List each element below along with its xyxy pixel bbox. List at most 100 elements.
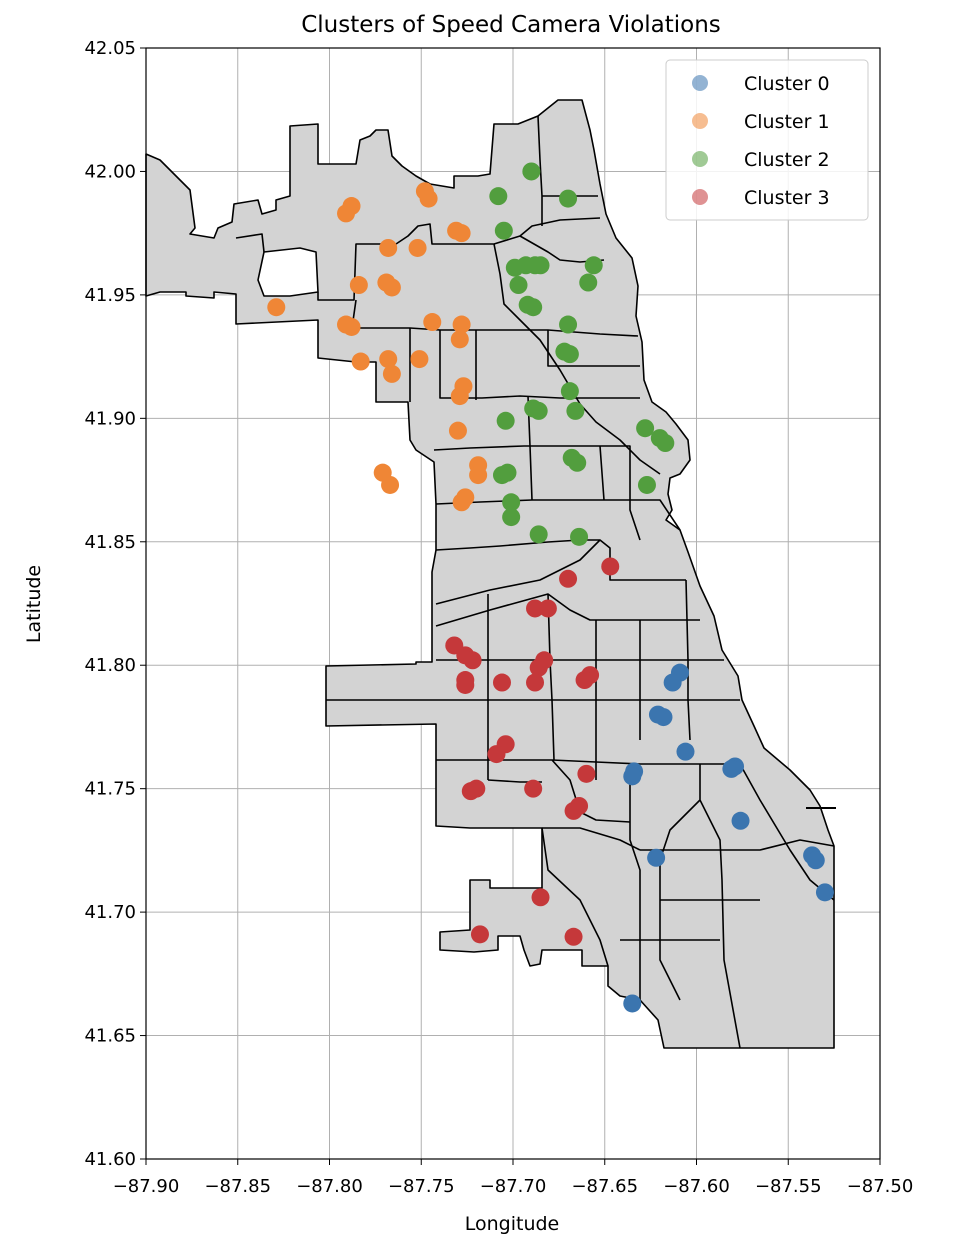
- data-point: [489, 187, 508, 206]
- data-point: [526, 599, 545, 618]
- data-point: [448, 421, 467, 440]
- data-point: [559, 315, 578, 334]
- x-tick-label: −87.60: [663, 1176, 730, 1197]
- legend-label: Cluster 3: [744, 187, 830, 209]
- y-tick-label: 41.65: [84, 1026, 136, 1047]
- data-point: [568, 453, 587, 472]
- x-tick-label: −87.75: [388, 1176, 455, 1197]
- data-point: [452, 493, 471, 512]
- legend-items: Cluster 0 Cluster 1 Cluster 2 Cluster 3: [692, 73, 830, 209]
- data-point: [382, 278, 401, 297]
- y-tick-label: 41.60: [84, 1149, 136, 1170]
- data-point: [531, 256, 550, 275]
- legend-marker: [692, 75, 708, 91]
- data-point: [806, 851, 825, 870]
- x-tick-label: −87.55: [755, 1176, 822, 1197]
- legend: Cluster 0 Cluster 1 Cluster 2 Cluster 3: [665, 59, 869, 221]
- data-point: [579, 273, 598, 292]
- data-point: [564, 801, 583, 820]
- data-point: [463, 651, 482, 670]
- x-tick-label: −87.90: [113, 1176, 180, 1197]
- data-point: [559, 189, 578, 208]
- data-point: [636, 419, 655, 438]
- legend-box: [665, 59, 869, 221]
- y-tick-label: 42.00: [84, 161, 136, 182]
- y-tick-label: 41.75: [84, 779, 136, 800]
- data-point: [570, 527, 589, 546]
- data-point: [623, 767, 642, 786]
- data-point: [410, 350, 429, 369]
- legend-marker: [692, 113, 708, 129]
- data-point: [349, 276, 368, 295]
- data-point: [456, 675, 475, 694]
- data-point: [487, 745, 506, 764]
- y-axis-label: Latitude: [23, 565, 45, 643]
- data-point: [498, 463, 517, 482]
- data-point: [337, 204, 356, 223]
- x-tick-label: −87.85: [204, 1176, 271, 1197]
- data-point: [538, 599, 557, 618]
- data-point: [566, 401, 585, 420]
- data-point: [494, 221, 513, 240]
- data-point: [529, 658, 548, 677]
- data-point: [560, 345, 579, 364]
- data-point: [379, 350, 398, 369]
- data-point: [529, 401, 548, 420]
- data-point: [584, 256, 603, 275]
- data-point: [637, 475, 656, 494]
- x-axis-ticks: −87.90 −87.85 −87.80 −87.75 −87.70 −87.65 −87.…: [113, 1159, 913, 1197]
- data-point: [423, 313, 442, 332]
- data-point: [382, 364, 401, 383]
- y-tick-label: 42.05: [84, 38, 136, 59]
- y-tick-label: 41.70: [84, 902, 136, 923]
- legend-marker: [692, 151, 708, 167]
- y-tick-label: 41.95: [84, 285, 136, 306]
- data-point: [381, 475, 400, 494]
- city-outline: [145, 99, 835, 1049]
- data-point: [815, 883, 834, 902]
- data-point: [461, 782, 480, 801]
- data-point: [524, 779, 543, 798]
- data-point: [560, 382, 579, 401]
- data-point: [522, 162, 541, 181]
- data-point: [379, 238, 398, 257]
- data-point: [577, 764, 596, 783]
- chart-title: Clusters of Speed Camera Violations: [301, 12, 721, 38]
- data-point: [531, 888, 550, 907]
- legend-label: Cluster 1: [744, 111, 830, 133]
- data-point: [492, 673, 511, 692]
- data-point: [676, 742, 695, 761]
- x-tick-label: −87.80: [296, 1176, 363, 1197]
- data-point: [450, 330, 469, 349]
- data-point: [564, 927, 583, 946]
- data-point: [470, 925, 489, 944]
- x-tick-label: −87.65: [571, 1176, 638, 1197]
- y-tick-label: 41.80: [84, 655, 136, 676]
- y-tick-label: 41.85: [84, 532, 136, 553]
- data-point: [575, 671, 594, 690]
- data-point: [601, 557, 620, 576]
- data-point: [654, 708, 673, 727]
- data-point: [524, 298, 543, 317]
- community-boundaries: [235, 115, 835, 1049]
- data-point: [452, 315, 471, 334]
- y-tick-label: 41.90: [84, 408, 136, 429]
- city-enclave: [257, 247, 319, 297]
- scatter-points: [267, 162, 834, 1013]
- data-point: [623, 994, 642, 1013]
- data-point: [342, 317, 361, 336]
- data-point: [722, 759, 741, 778]
- data-point: [419, 189, 438, 208]
- x-tick-label: −87.70: [480, 1176, 547, 1197]
- city-map: [145, 99, 836, 1049]
- data-point: [529, 525, 548, 544]
- data-point: [663, 673, 682, 692]
- data-point: [526, 673, 545, 692]
- data-point: [559, 569, 578, 588]
- data-point: [502, 508, 521, 527]
- legend-label: Cluster 0: [744, 73, 830, 95]
- x-axis-label: Longitude: [465, 1213, 560, 1235]
- y-axis-ticks: 41.60 41.65 41.70 41.75 41.80 41.85 41.90 41.95…: [84, 38, 146, 1170]
- data-point: [496, 411, 515, 430]
- data-point: [450, 387, 469, 406]
